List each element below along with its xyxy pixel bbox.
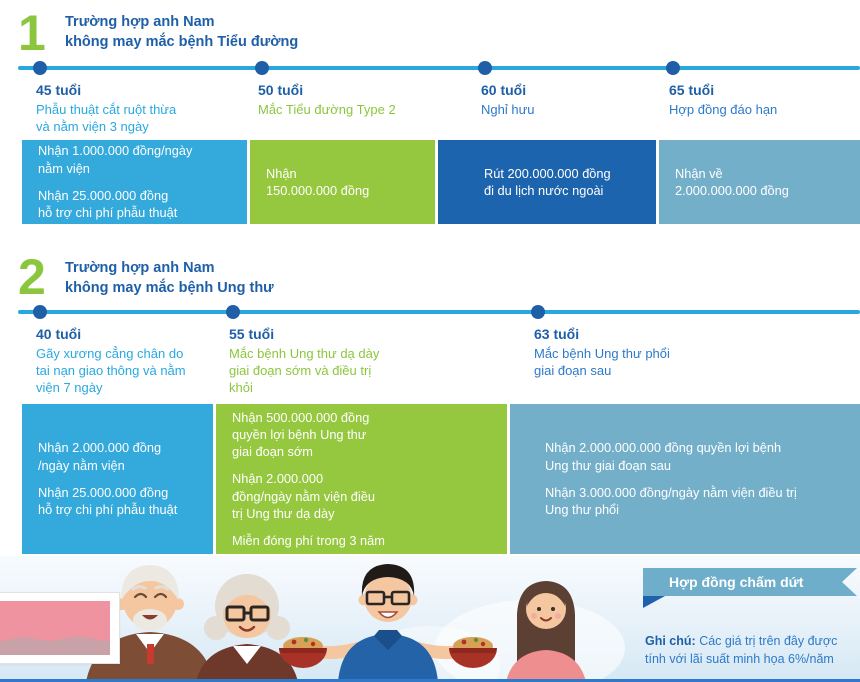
milestone: 40 tuổi Gãy xương cẳng chân do tai nạn g… xyxy=(36,326,231,396)
milestone: 60 tuổi Nghỉ hưu xyxy=(481,82,651,118)
footnote: Ghi chú: Các giá trị trên đây được tính … xyxy=(645,632,857,668)
benefit-box: Nhận 150.000.000 đồng xyxy=(250,140,435,224)
milestone-event: Mắc bệnh Ung thư phổi giai đoạn sau xyxy=(534,346,670,379)
section-2-number: 2 xyxy=(18,249,46,305)
footnote-text: Các giá trị trên đây được tính với lãi s… xyxy=(645,634,838,667)
milestone-event: Nghỉ hưu xyxy=(481,102,535,117)
benefit-box: Nhận 2.000.000.000 đồng quyền lợi bệnh U… xyxy=(510,404,860,554)
milestone-age: 50 tuổi xyxy=(258,82,304,98)
footnote-label: Ghi chú: xyxy=(645,634,696,648)
section-2-title: Trường hợp anh Nam không may mắc bệnh Un… xyxy=(65,260,274,297)
contract-end-ribbon: Hợp đồng chấm dứt xyxy=(643,568,857,596)
benefit-text: Nhận về 2.000.000.000 đồng xyxy=(675,165,789,198)
timeline-dot xyxy=(666,61,680,75)
milestone-event: Mắc bệnh Ung thư dạ dày giai đoạn sớm và… xyxy=(229,346,380,396)
milestone-age: 60 tuổi xyxy=(481,82,527,98)
milestone-age: 55 tuổi xyxy=(229,326,275,342)
timeline-dot xyxy=(478,61,492,75)
milestone-age: 65 tuổi xyxy=(669,82,715,98)
timeline-dot xyxy=(226,305,240,319)
milestone: 45 tuổi Phẫu thuật cắt ruột thừa và nằm … xyxy=(36,82,236,135)
section-2-timeline xyxy=(18,310,860,314)
benefit-box: Nhận 1.000.000 đồng/ngày nằm viện Nhận 2… xyxy=(22,140,247,224)
milestone-event: Mắc Tiểu đường Type 2 xyxy=(258,102,396,117)
grandmother-figure xyxy=(196,574,298,682)
milestone: 63 tuổi Mắc bệnh Ung thư phổi giai đoạn … xyxy=(534,326,754,379)
benefit-text: Rút 200.000.000 đồng đi du lịch nước ngo… xyxy=(484,165,611,198)
section-1-title: Trường hợp anh Nam không may mắc bệnh Ti… xyxy=(65,14,299,51)
milestone: 65 tuổi Hợp đồng đáo hạn xyxy=(669,82,854,118)
benefit-text: Nhận 2.000.000 đồng /ngày nằm viện xyxy=(38,440,162,473)
section-1-timeline xyxy=(18,66,860,70)
benefit-box: Nhận 500.000.000 đồng quyền lợi bệnh Ung… xyxy=(216,404,507,554)
benefit-text: Nhận 2.000.000.000 đồng quyền lợi bệnh U… xyxy=(545,440,782,473)
milestone-event: Hợp đồng đáo hạn xyxy=(669,102,778,117)
woman-figure xyxy=(506,581,586,682)
pink-painting xyxy=(0,601,110,655)
milestone: 50 tuổi Mắc Tiểu đường Type 2 xyxy=(258,82,458,118)
benefit-box: Rút 200.000.000 đồng đi du lịch nước ngo… xyxy=(438,140,656,224)
benefit-text: Nhận 150.000.000 đồng xyxy=(266,165,370,198)
wall-picture-frame xyxy=(0,592,120,664)
benefit-text: Miễn đóng phí trong 3 năm xyxy=(232,533,385,549)
milestone-event: Gãy xương cẳng chân do tai nạn giao thôn… xyxy=(36,346,186,396)
milestone-age: 63 tuổi xyxy=(534,326,580,342)
benefit-text: Nhận 25.000.000 đồng hỗ trợ chi phí phẫu… xyxy=(38,485,178,518)
timeline-dot xyxy=(531,305,545,319)
timeline-dot xyxy=(33,61,47,75)
timeline-dot xyxy=(33,305,47,319)
section-1-number: 1 xyxy=(18,5,46,61)
milestone-age: 40 tuổi xyxy=(36,326,82,342)
food-bowl-icon xyxy=(449,637,497,668)
benefit-text: Nhận 3.000.000 đồng/ngày nằm viện điều t… xyxy=(545,485,797,518)
milestone-age: 45 tuổi xyxy=(36,82,82,98)
benefit-box: Nhận 2.000.000 đồng /ngày nằm viện Nhận … xyxy=(22,404,213,554)
milestone: 55 tuổi Mắc bệnh Ung thư dạ dày giai đoạ… xyxy=(229,326,434,396)
benefit-text: Nhận 2.000.000 đồng/ngày nằm viện điều t… xyxy=(232,471,376,521)
benefit-box: Nhận về 2.000.000.000 đồng xyxy=(659,140,860,224)
benefit-text: Nhận 25.000.000 đồng hỗ trợ chi phí phẫu… xyxy=(38,188,178,221)
benefit-text: Nhận 500.000.000 đồng quyền lợi bệnh Ung… xyxy=(232,409,370,460)
food-bowl-icon xyxy=(279,637,327,668)
milestone-event: Phẫu thuật cắt ruột thừa và nằm viện 3 n… xyxy=(36,102,177,135)
benefit-text: Nhận 1.000.000 đồng/ngày nằm viện xyxy=(38,143,193,176)
timeline-dot xyxy=(255,61,269,75)
floor-line xyxy=(0,679,860,682)
